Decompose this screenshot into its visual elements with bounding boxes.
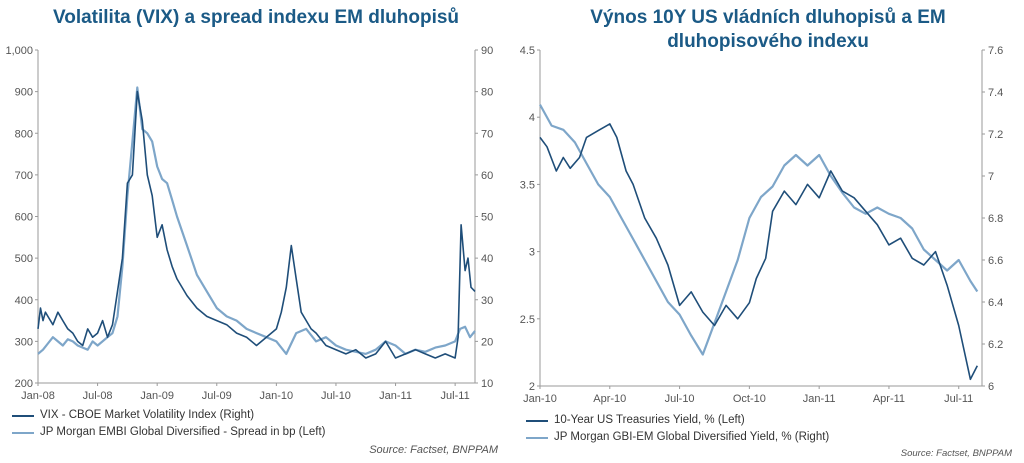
y-tick-label-right: 7 xyxy=(988,171,994,183)
y-tick-label-left: 3.5 xyxy=(520,179,535,191)
y-tick-label-left: 4 xyxy=(529,112,535,124)
legend-swatch-embi xyxy=(12,432,34,434)
legend-item-embi: JP Morgan EMBI Global Diversified - Spre… xyxy=(12,424,326,441)
x-tick-label: Jan-10 xyxy=(260,390,294,402)
legend-item-vix: VIX - CBOE Market Volatility Index (Righ… xyxy=(12,407,326,424)
x-tick-label: Jan-11 xyxy=(379,390,412,402)
x-tick-label: Jul-11 xyxy=(944,393,973,405)
x-tick-label: Apr-11 xyxy=(873,393,905,405)
chart-panel-us10y-em: Výnos 10Y US vládních dluhopisů a EM dlu… xyxy=(512,0,1024,463)
y-tick-label-left: 800 xyxy=(15,128,33,140)
y-tick-label-right: 50 xyxy=(481,212,493,224)
x-tick-label: Jan-11 xyxy=(803,393,836,405)
chart-legend: 10-Year US Treasuries Yield, % (Left) JP… xyxy=(526,412,829,446)
y-tick-label-left: 1,000 xyxy=(5,45,33,57)
y-tick-label-right: 6.8 xyxy=(988,213,1003,225)
legend-label-us10y: 10-Year US Treasuries Yield, % (Left) xyxy=(554,414,745,426)
series-line-0 xyxy=(539,123,979,381)
y-tick-label-left: 700 xyxy=(15,170,33,182)
legend-swatch-us10y xyxy=(526,420,548,422)
y-tick-label-right: 6.2 xyxy=(988,339,1003,351)
series-line-0 xyxy=(37,90,476,359)
x-tick-label: Jul-10 xyxy=(321,390,351,402)
y-tick-label-left: 4.5 xyxy=(520,45,535,57)
y-tick-label-right: 7.6 xyxy=(988,45,1003,57)
y-tick-label-left: 3 xyxy=(529,247,535,259)
y-tick-label-left: 400 xyxy=(15,295,33,307)
chart-canvas: 2 2.5 3 3.5 4 4.5 6 6.2 6.4 6.6 6.8 7 7.2 7.4 7.6 Jan-1… xyxy=(520,45,1004,405)
y-tick-label-right: 6.4 xyxy=(988,297,1003,309)
y-tick-label-right: 7.4 xyxy=(988,87,1003,99)
legend-label-gbiem: JP Morgan GBI-EM Global Diversified Yiel… xyxy=(554,431,830,443)
source-note: Source: Factset, BNPPAM xyxy=(369,444,498,456)
source-note: Source: Factset, BNPPAM xyxy=(900,448,1012,459)
x-tick-label: Jul-11 xyxy=(441,390,470,402)
chart-title: Volatilita (VIX) a spread indexu EM dluh… xyxy=(52,7,460,28)
legend-item-gbiem: JP Morgan GBI-EM Global Diversified Yiel… xyxy=(526,429,829,446)
y-tick-label-left: 500 xyxy=(15,253,33,265)
y-tick-label-left: 900 xyxy=(15,87,33,99)
x-tick-label: Jan-10 xyxy=(523,393,557,405)
chart-canvas: 200 300 400 500 600 700 800 900 1,000 10 20 30 40 50 6… xyxy=(5,45,493,402)
x-tick-label: Oct-10 xyxy=(733,393,766,405)
y-tick-label-right: 20 xyxy=(481,336,493,348)
y-tick-label-right: 30 xyxy=(481,295,493,307)
y-tick-label-right: 40 xyxy=(481,253,493,265)
y-tick-label-right: 90 xyxy=(481,45,493,57)
legend-item-us10y: 10-Year US Treasuries Yield, % (Left) xyxy=(526,412,829,429)
y-tick-label-right: 60 xyxy=(481,170,493,182)
y-tick-label-left: 600 xyxy=(15,212,33,224)
y-tick-label-left: 200 xyxy=(15,378,33,390)
chart-panel-vix-spread: Volatilita (VIX) a spread indexu EM dluh… xyxy=(5,7,498,456)
y-tick-label-left: 2.5 xyxy=(520,314,535,326)
chart-title: Výnos 10Y US vládních dluhopisů a EM dlu… xyxy=(590,7,946,52)
x-tick-label: Jan-08 xyxy=(21,390,55,402)
series-line-1 xyxy=(539,104,979,356)
x-tick-label: Apr-10 xyxy=(593,393,626,405)
series-line-1 xyxy=(37,86,476,355)
x-tick-label: Jul-09 xyxy=(202,390,232,402)
y-tick-label-right: 7.2 xyxy=(988,129,1003,141)
legend-label-vix: VIX - CBOE Market Volatility Index (Righ… xyxy=(40,409,255,421)
y-tick-label-right: 10 xyxy=(481,378,493,390)
y-tick-label-right: 80 xyxy=(481,87,493,99)
y-tick-label-right: 6 xyxy=(988,381,994,393)
chart-legend: VIX - CBOE Market Volatility Index (Righ… xyxy=(12,407,326,441)
legend-swatch-vix xyxy=(12,415,34,417)
legend-label-embi: JP Morgan EMBI Global Diversified - Spre… xyxy=(40,426,326,438)
y-tick-label-left: 2 xyxy=(529,381,535,393)
x-tick-label: Jul-08 xyxy=(83,390,113,402)
y-tick-label-right: 6.6 xyxy=(988,255,1003,267)
y-tick-label-left: 300 xyxy=(15,336,33,348)
y-tick-label-right: 70 xyxy=(481,128,493,140)
legend-swatch-gbiem xyxy=(526,437,548,439)
x-tick-label: Jan-09 xyxy=(140,390,174,402)
x-tick-label: Jul-10 xyxy=(665,393,695,405)
